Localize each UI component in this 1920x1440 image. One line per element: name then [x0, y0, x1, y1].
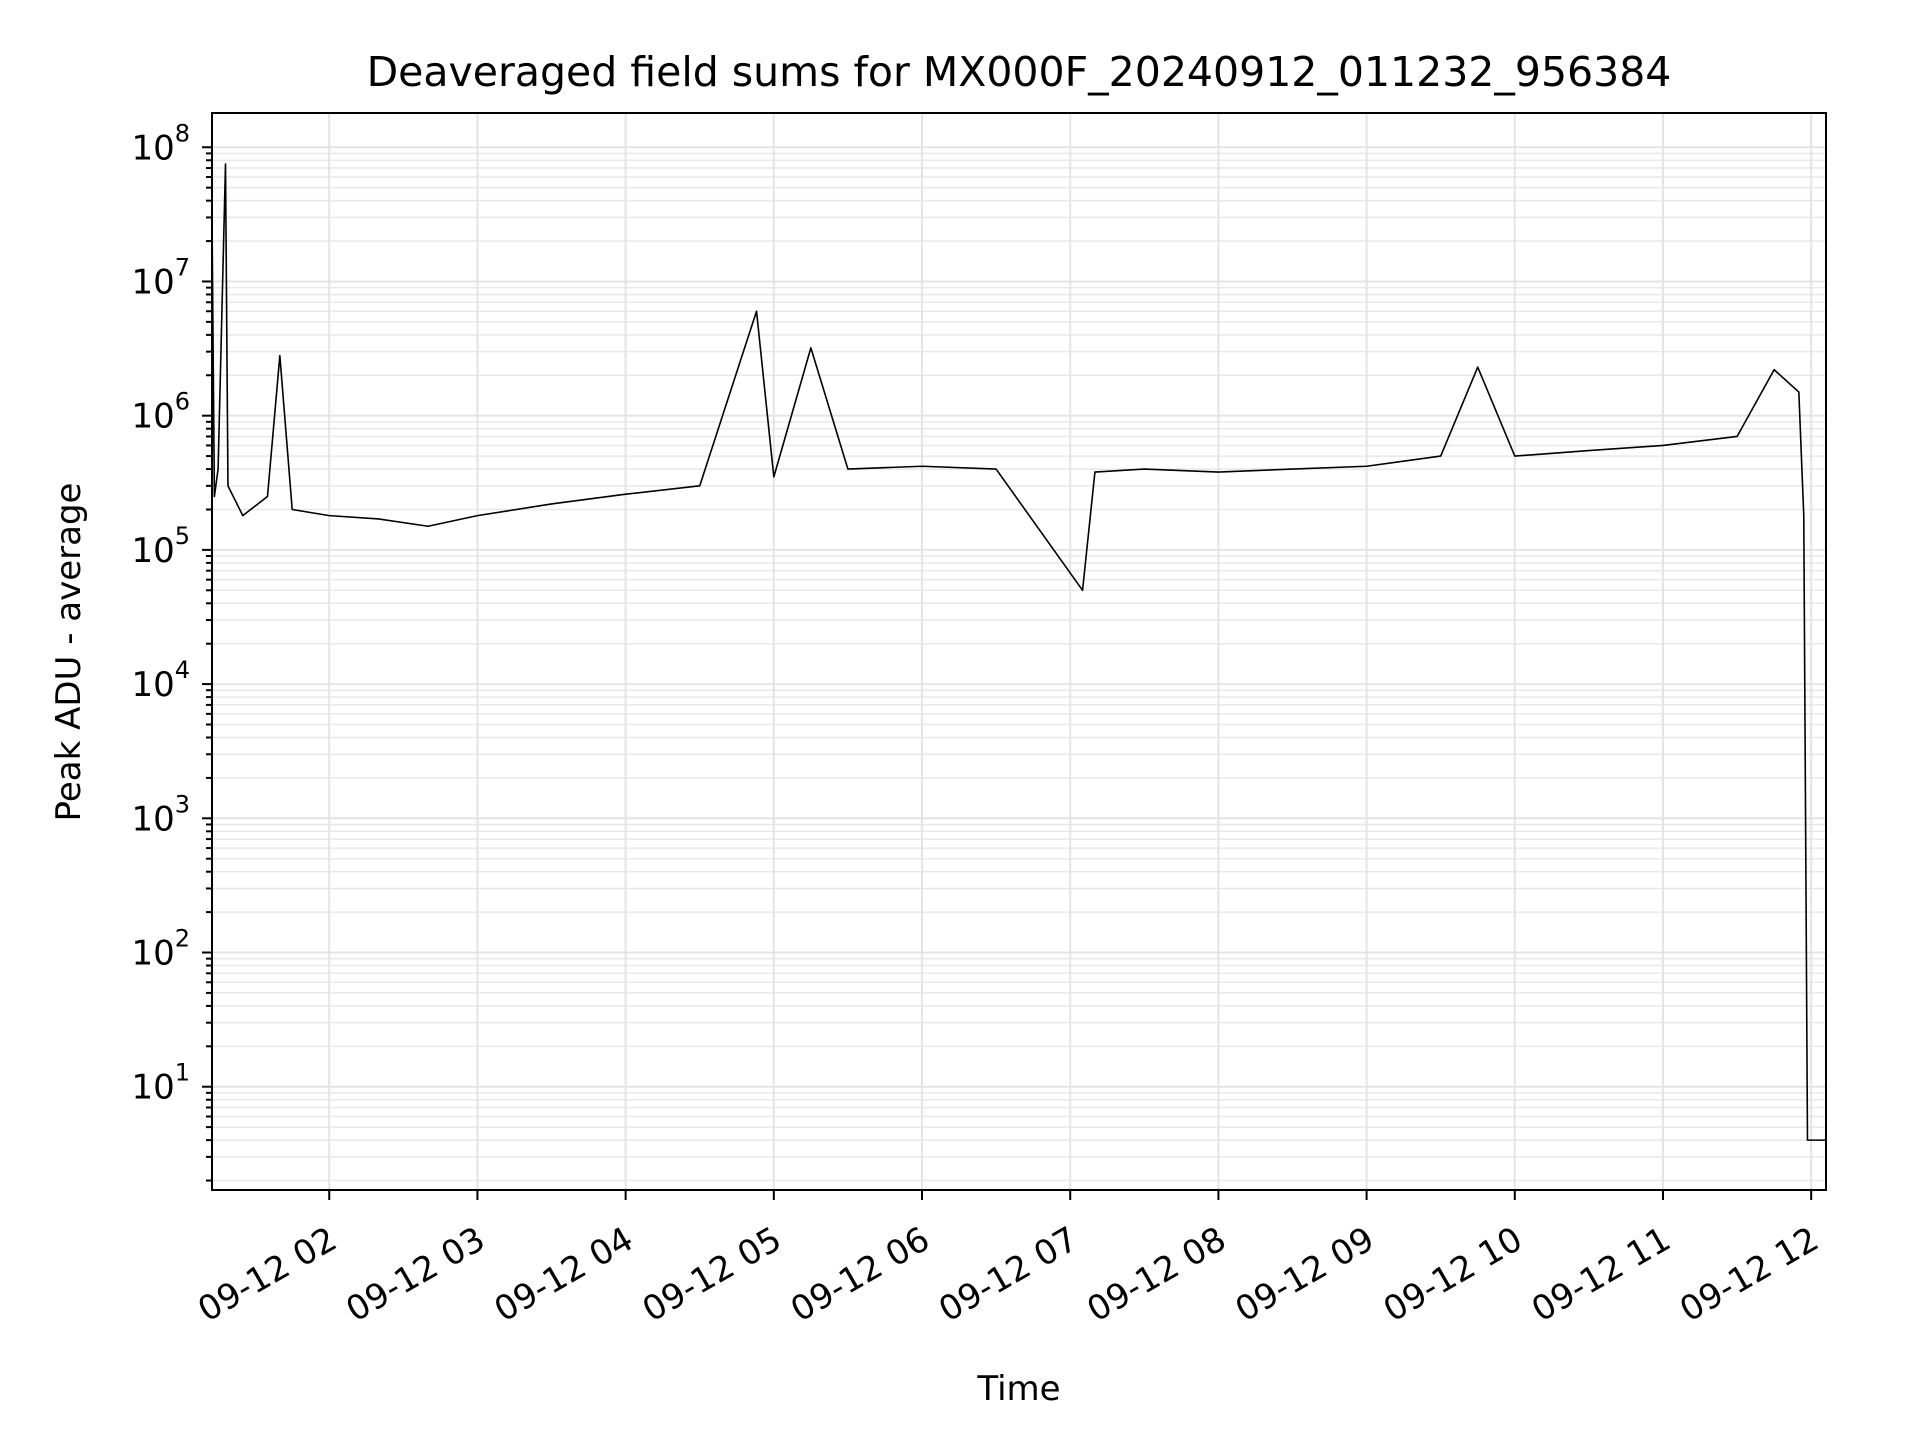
y-tick-label: 104	[131, 656, 190, 705]
y-tick-exponent: 3	[175, 790, 190, 818]
y-tick-label: 103	[131, 790, 190, 839]
y-tick-base: 10	[131, 397, 174, 437]
grid	[212, 113, 1826, 1190]
y-tick-base: 10	[131, 1068, 174, 1108]
y-tick-exponent: 8	[175, 119, 190, 147]
y-tick-base: 10	[131, 128, 174, 168]
y-tick-exponent: 7	[175, 253, 190, 281]
y-axis-label: Peak ADU - average	[49, 483, 89, 822]
y-tick-label: 106	[131, 388, 190, 437]
y-tick-exponent: 4	[175, 656, 190, 684]
y-tick-base: 10	[131, 665, 174, 705]
plot-frame	[211, 112, 1827, 1191]
y-tick-exponent: 2	[175, 925, 190, 953]
chart-title: Deaveraged field sums for MX000F_2024091…	[367, 48, 1672, 96]
x-axis-label: Time	[976, 1369, 1060, 1409]
y-tick-base: 10	[131, 799, 174, 839]
y-tick-base: 10	[131, 934, 174, 974]
y-tick-exponent: 6	[175, 388, 190, 416]
series-layer	[211, 163, 1826, 1141]
y-tick-label: 108	[131, 119, 190, 168]
y-tick-label: 107	[131, 253, 190, 302]
y-tick-label: 102	[131, 925, 190, 974]
y-tick-exponent: 1	[175, 1059, 190, 1087]
y-tick-base: 10	[131, 262, 174, 302]
y-tick-label: 105	[131, 522, 190, 571]
y-tick-exponent: 5	[175, 522, 190, 550]
y-tick-base: 10	[131, 531, 174, 571]
y-tick-label: 101	[131, 1059, 190, 1108]
series-line	[211, 163, 1826, 1141]
